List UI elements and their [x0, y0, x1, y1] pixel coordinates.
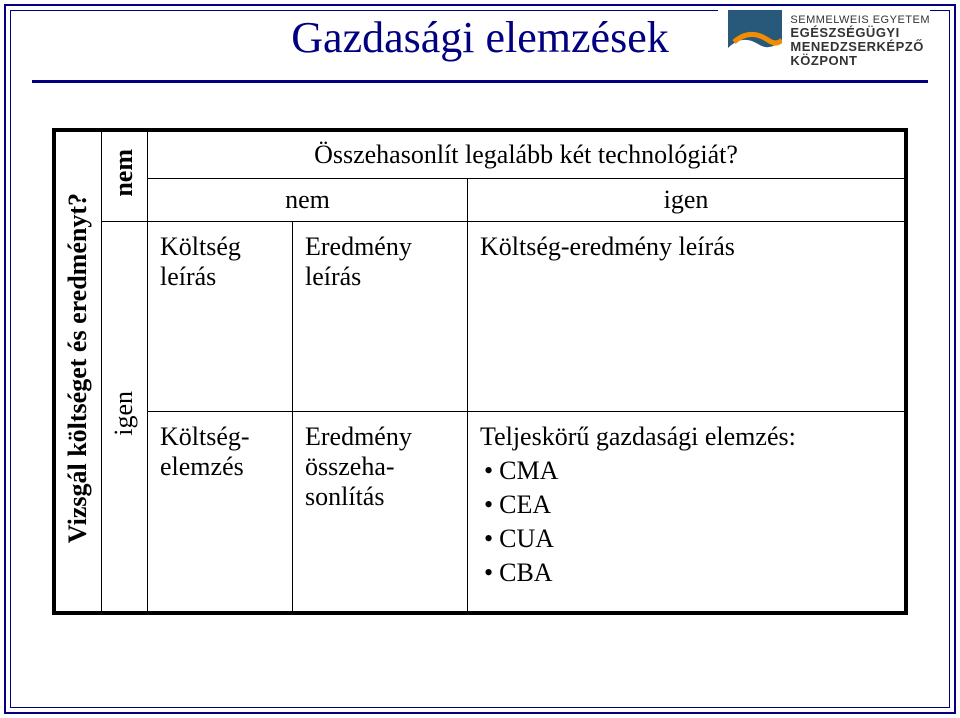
logo-line2c: KÖZPONT	[790, 54, 930, 68]
list-item: CUA	[484, 524, 892, 554]
left-question-cell: Vizsgál költséget és eredményt?	[56, 132, 102, 612]
cell-yes-yes-label: Teljeskörű gazdasági elemzés:	[480, 422, 796, 451]
logo-block: SEMMELWEIS EGYETEM EGÉSZSÉGÜGYI MENEDZSE…	[718, 10, 930, 72]
col-yes-header: igen	[468, 179, 905, 222]
row-no-label: nem	[106, 141, 143, 205]
cell-yes-yes: Teljeskörű gazdasági elemzés: CMA CEA CU…	[468, 412, 905, 612]
cell-yes-no-a: Költség-elemzés	[148, 412, 293, 612]
logo-line2a: EGÉSZSÉGÜGYI	[790, 26, 930, 40]
left-question: Vizsgál költséget és eredményt?	[60, 185, 97, 551]
list-item: CBA	[484, 558, 892, 588]
decision-table: Vizsgál költséget és eredményt? nem Össz…	[52, 128, 908, 615]
top-question: Összehasonlít legalább két technológiát?	[148, 132, 905, 179]
analysis-list: CMA CEA CUA CBA	[480, 456, 892, 588]
col-no-header: nem	[148, 179, 468, 222]
logo-text: SEMMELWEIS EGYETEM EGÉSZSÉGÜGYI MENEDZSE…	[790, 15, 930, 67]
cell-no-no-a: Költség leírás	[148, 222, 293, 412]
cell-no-yes: Költség-eredmény leírás	[468, 222, 905, 412]
row-yes-label: igen	[106, 383, 143, 444]
cell-no-no-b: Eredmény leírás	[293, 222, 468, 412]
logo-line2b: MENEDZSERKÉPZŐ	[790, 40, 930, 54]
row-no-label-cell: nem	[102, 132, 148, 222]
list-item: CEA	[484, 490, 892, 520]
list-item: CMA	[484, 456, 892, 486]
semmelweis-logo-icon	[728, 10, 782, 72]
title-underline	[32, 80, 928, 83]
cell-yes-no-b: Eredmény összeha-sonlítás	[293, 412, 468, 612]
row-yes-label-cell: igen	[102, 222, 148, 612]
